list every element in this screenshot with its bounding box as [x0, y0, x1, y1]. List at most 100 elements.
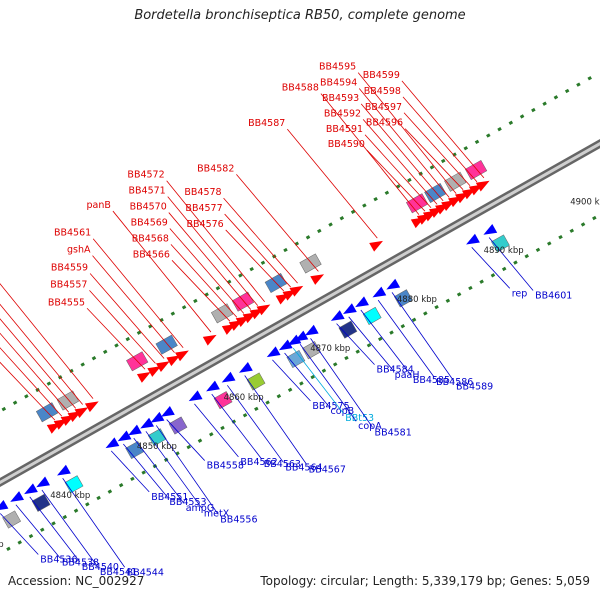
scale-tick-label: 4900 kbp	[570, 197, 600, 207]
reverse-gene-arrow	[161, 406, 175, 417]
reverse-callout-line	[29, 496, 81, 563]
reverse-callout-line	[299, 343, 357, 422]
reverse-gene-arrow	[10, 491, 25, 502]
reverse-gene-arrow	[343, 303, 357, 315]
orf-tick	[91, 355, 97, 361]
forward-callout-line	[171, 260, 231, 322]
forward-callout-line	[223, 197, 298, 284]
orf-tick	[321, 368, 327, 373]
orf-tick	[283, 247, 288, 253]
domain-block	[338, 320, 358, 339]
orf-tick	[429, 165, 435, 170]
orf-tick	[238, 273, 243, 278]
forward-callout-line	[236, 174, 319, 272]
orf-tick	[547, 241, 552, 246]
reverse-gene-arrow	[483, 223, 498, 235]
reverse-gene-label: BB4553	[169, 497, 206, 508]
reverse-callout-line	[360, 309, 412, 376]
reverse-gene-label: metX	[204, 508, 230, 519]
forward-callout-line	[225, 229, 285, 292]
orf-tick	[468, 285, 473, 291]
reverse-gene-arrow	[188, 390, 203, 402]
orf-tick	[24, 394, 29, 399]
orf-tick	[479, 279, 484, 284]
reverse-gene-label: BBt53	[345, 413, 374, 424]
reverse-gene-label: BB4541	[100, 567, 137, 578]
orf-tick	[242, 413, 248, 418]
reverse-callout-line	[272, 359, 311, 402]
domain-block	[31, 493, 51, 512]
forward-callout-line	[0, 303, 83, 405]
forward-gene-arrow	[74, 407, 89, 419]
forward-callout-line	[89, 290, 156, 364]
reverse-gene-label: BB4575	[312, 401, 349, 412]
reverse-gene-label: BB4584	[377, 365, 414, 376]
orf-tick	[587, 76, 592, 81]
orf-tick	[486, 133, 491, 138]
forward-gene-label: BB4576	[186, 219, 223, 230]
reverse-callout-line	[348, 316, 393, 371]
forward-gene-arrow	[84, 401, 99, 413]
reverse-gene-label: BB4540	[82, 562, 119, 573]
reverse-gene-arrow	[278, 339, 293, 351]
orf-tick	[118, 483, 124, 488]
forward-callout-line	[403, 112, 471, 187]
orf-tick	[130, 476, 135, 482]
reverse-gene-arrow	[372, 286, 387, 298]
reverse-gene-label: BB4564	[285, 462, 322, 473]
forward-gene-label: BB4593	[322, 93, 359, 104]
reverse-callout-line	[41, 489, 99, 568]
orf-tick	[463, 146, 469, 151]
reverse-callout-line	[391, 292, 455, 382]
domain-block	[2, 510, 22, 529]
orf-tick	[51, 521, 56, 526]
forward-callout-line	[404, 128, 464, 190]
orf-tick	[193, 298, 198, 304]
forward-gene-arrow	[175, 350, 189, 362]
orf-tick	[569, 228, 575, 233]
forward-callout-line	[86, 307, 146, 370]
orf-tick	[456, 292, 462, 297]
orf-tick	[136, 330, 142, 335]
reverse-gene-arrow	[140, 417, 155, 429]
map-title: Bordetella bronchiseptica RB50, complete…	[134, 8, 466, 23]
orf-tick	[542, 101, 547, 106]
orf-tick	[12, 400, 18, 405]
orf-tick	[265, 400, 270, 405]
forward-callout-line	[0, 347, 63, 417]
orf-tick	[181, 305, 187, 310]
orf-tick	[508, 120, 514, 125]
forward-callout-line	[168, 212, 252, 310]
reverse-callout-line	[227, 385, 284, 463]
domain-block	[424, 182, 447, 203]
orf-tick	[531, 107, 536, 113]
genome-summary: Topology: circular; Length: 5,339,179 bp…	[260, 574, 590, 588]
orf-tick	[474, 139, 480, 145]
orf-tick	[418, 171, 423, 176]
reverse-gene-label: BB4585	[413, 375, 450, 386]
forward-gene-label: BB4568	[132, 233, 169, 244]
forward-gene-label: BB4598	[364, 86, 401, 97]
forward-gene-arrow	[155, 361, 170, 373]
scale-tick-label: 4890 kbp	[484, 246, 524, 256]
orf-tick	[519, 114, 525, 119]
reverse-gene-label: BB4536	[40, 555, 77, 566]
orf-tick	[362, 203, 367, 208]
orf-tick	[73, 508, 79, 513]
reverse-gene-label: BB4601	[535, 291, 572, 302]
forward-gene-arrow	[147, 366, 162, 377]
reverse-callout-line	[377, 299, 435, 378]
forward-callout-line	[112, 210, 212, 333]
orf-tick	[125, 336, 131, 342]
accession-label: Accession: NC_002927	[8, 574, 145, 588]
forward-callout-line	[358, 88, 450, 198]
scale-tick-label: 4880 kbp	[397, 295, 437, 305]
orf-tick	[96, 495, 101, 501]
orf-tick	[62, 514, 68, 520]
reverse-callout-line	[145, 431, 203, 509]
reverse-callout-line	[471, 247, 511, 289]
domain-block	[286, 349, 306, 369]
scale-tick-label: 4850 kbp	[137, 442, 177, 452]
orf-tick	[6, 546, 11, 551]
reverse-gene-label: BB4558	[207, 461, 244, 472]
